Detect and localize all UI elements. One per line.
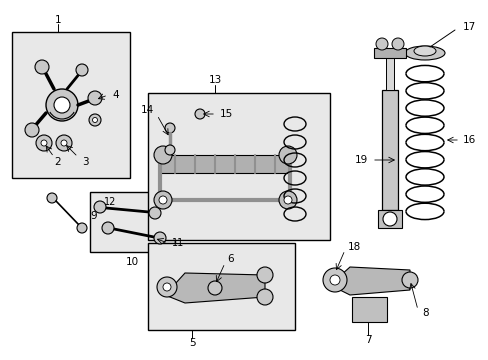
Bar (377, 210, 401, 228)
Circle shape (41, 140, 47, 146)
Circle shape (36, 135, 52, 151)
Circle shape (54, 97, 70, 113)
Bar (160, 155, 289, 173)
Circle shape (25, 123, 39, 137)
Text: 4: 4 (112, 90, 119, 100)
Circle shape (35, 60, 49, 74)
Text: 16: 16 (462, 135, 475, 145)
Circle shape (257, 267, 272, 283)
Bar (373, 48, 405, 58)
Text: 7: 7 (364, 335, 370, 345)
Text: 14: 14 (141, 105, 154, 115)
Text: 12: 12 (104, 197, 116, 207)
Circle shape (47, 193, 57, 203)
Bar (12, 32, 130, 178)
Circle shape (154, 191, 172, 209)
Text: 9: 9 (90, 211, 97, 221)
Bar (148, 93, 329, 240)
Text: 17: 17 (462, 22, 475, 32)
Text: 18: 18 (347, 242, 361, 252)
Text: 5: 5 (188, 338, 195, 348)
Circle shape (88, 91, 102, 105)
Circle shape (154, 146, 172, 164)
Circle shape (76, 64, 88, 76)
Circle shape (61, 140, 67, 146)
Bar (351, 297, 386, 322)
Polygon shape (164, 273, 264, 303)
Text: 11: 11 (172, 238, 184, 248)
Text: 6: 6 (226, 254, 233, 264)
Bar (90, 192, 175, 252)
Circle shape (329, 275, 339, 285)
Text: 19: 19 (354, 155, 367, 165)
Circle shape (149, 207, 161, 219)
Text: 2: 2 (54, 157, 61, 167)
Circle shape (164, 145, 175, 155)
Circle shape (279, 191, 296, 209)
Circle shape (157, 277, 177, 297)
Text: 15: 15 (220, 109, 233, 119)
Ellipse shape (413, 46, 435, 56)
Bar (381, 90, 397, 210)
Circle shape (89, 114, 101, 126)
Circle shape (56, 135, 72, 151)
Circle shape (257, 289, 272, 305)
Circle shape (46, 89, 78, 121)
Circle shape (279, 146, 296, 164)
Circle shape (163, 283, 171, 291)
Ellipse shape (404, 46, 444, 60)
Circle shape (77, 223, 87, 233)
Circle shape (154, 232, 165, 244)
Circle shape (391, 38, 403, 50)
Bar (385, 55, 393, 90)
Circle shape (323, 268, 346, 292)
Circle shape (284, 196, 291, 204)
Bar (148, 243, 294, 330)
Text: 3: 3 (82, 157, 88, 167)
Circle shape (94, 201, 106, 213)
Circle shape (207, 281, 222, 295)
Circle shape (102, 222, 114, 234)
Circle shape (382, 212, 396, 226)
Text: 8: 8 (421, 308, 428, 318)
Polygon shape (329, 267, 409, 295)
Text: 10: 10 (125, 257, 138, 267)
Text: 13: 13 (208, 75, 221, 85)
Text: 1: 1 (55, 15, 61, 25)
Circle shape (195, 109, 204, 119)
Circle shape (92, 117, 97, 122)
Circle shape (401, 272, 417, 288)
Circle shape (159, 196, 167, 204)
Circle shape (164, 123, 175, 133)
Circle shape (375, 38, 387, 50)
